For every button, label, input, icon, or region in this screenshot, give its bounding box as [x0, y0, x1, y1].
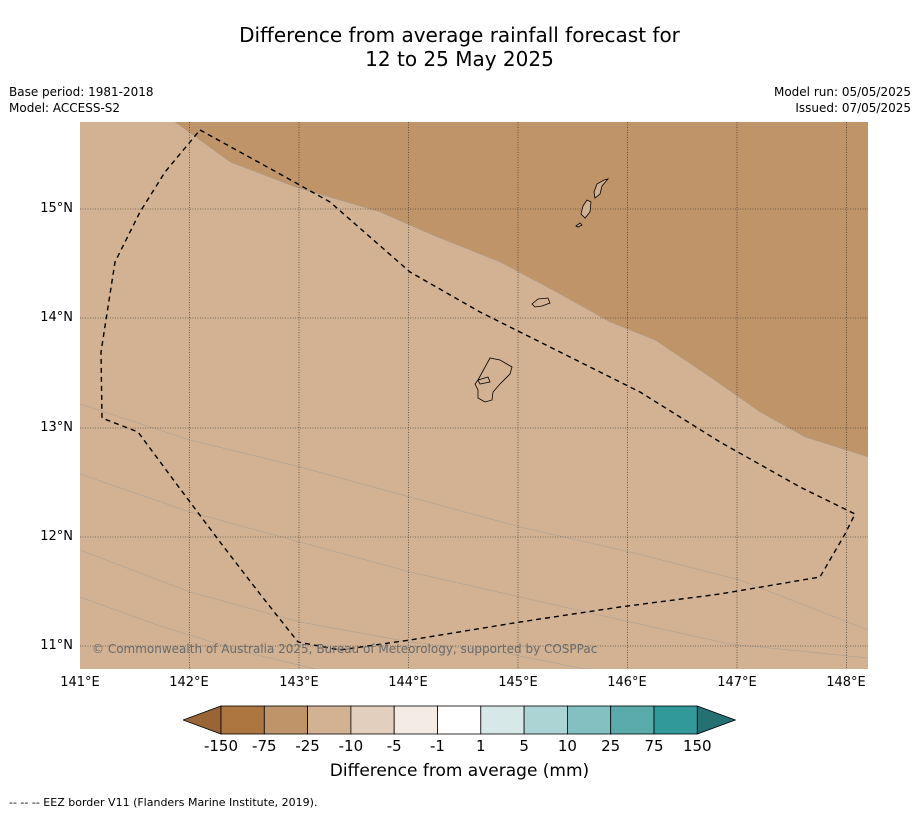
- colorbar-tick-label: -75: [252, 737, 277, 755]
- island-guam: [474, 357, 513, 403]
- island-rota: [531, 297, 551, 308]
- colorbar-cell: [307, 705, 352, 735]
- colorbar-tick-label: 10: [557, 737, 577, 755]
- contour-lines: [80, 122, 868, 669]
- colorbar-tick-label: 5: [519, 737, 529, 755]
- lon-tick-147: 147°E: [717, 675, 757, 690]
- colorbar-cell: [653, 705, 698, 735]
- issued-date: Issued: 07/05/2025: [795, 101, 911, 115]
- colorbar: [183, 705, 737, 735]
- map-copyright: © Commonwealth of Australia 2025, Bureau…: [92, 642, 597, 656]
- colorbar-tick-label: -150: [203, 737, 239, 755]
- rainfall-map: © Commonwealth of Australia 2025, Bureau…: [80, 122, 868, 669]
- colorbar-tick-label: 75: [644, 737, 664, 755]
- lat-tick-14: 14°N: [40, 310, 73, 325]
- chart-title-line1: Difference from average rainfall forecas…: [239, 23, 680, 47]
- model-name: Model: ACCESS-S2: [9, 101, 121, 115]
- colorbar-tick-label: 150: [682, 737, 712, 755]
- lon-tick-144: 144°E: [388, 675, 428, 690]
- lat-tick-12: 12°N: [40, 529, 73, 544]
- colorbar-cell: [523, 705, 568, 735]
- colorbar-title: Difference from average (mm): [329, 761, 590, 781]
- colorbar-cell: [566, 705, 612, 735]
- band-minus-75-25: [175, 122, 868, 457]
- lat-tick-13: 13°N: [40, 420, 73, 435]
- island-aguijan: [575, 222, 583, 228]
- lon-tick-148: 148°E: [826, 675, 866, 690]
- lat-tick-15: 15°N: [40, 201, 73, 216]
- chart-title-line2: 12 to 25 May 2025: [365, 47, 554, 71]
- eez-footnote: -- -- -- EEZ border V11 (Flanders Marine…: [9, 796, 318, 809]
- colorbar-cell: [393, 705, 438, 735]
- lon-tick-142: 142°E: [169, 675, 209, 690]
- colorbar-cell: [220, 705, 265, 735]
- island-guam-point: [477, 376, 491, 385]
- colorbar-extend-high: [696, 705, 737, 735]
- colorbar-tick-label: -1: [430, 737, 445, 755]
- graticule: [80, 122, 868, 669]
- lon-tick-143: 143°E: [279, 675, 319, 690]
- colorbar-cell: [263, 705, 309, 735]
- lon-tick-146: 146°E: [607, 675, 647, 690]
- colorbar-cell: [437, 705, 482, 735]
- colorbar-tick-label: -5: [386, 737, 402, 755]
- colorbar-cell: [610, 705, 655, 735]
- eez-border: [100, 129, 856, 651]
- lon-tick-145: 145°E: [498, 675, 538, 690]
- colorbar-cell: [480, 705, 525, 735]
- model-run: Model run: 05/05/2025: [773, 85, 911, 99]
- colorbar-tick-label: -25: [295, 737, 320, 755]
- colorbar-tick-label: -10: [338, 737, 364, 755]
- colorbar-cell: [350, 705, 395, 735]
- colorbar-tick-label: 25: [601, 737, 621, 755]
- colorbar-tick-label: 1: [476, 737, 486, 755]
- islands: [474, 178, 610, 403]
- lat-tick-11: 11°N: [40, 638, 73, 653]
- lon-tick-141: 141°E: [60, 675, 100, 690]
- island-saipan: [593, 178, 610, 199]
- island-tinian: [580, 199, 592, 219]
- band-minus-25-10: [80, 122, 868, 669]
- base-period: Base period: 1981-2018: [9, 85, 154, 99]
- colorbar-extend-low: [183, 705, 222, 735]
